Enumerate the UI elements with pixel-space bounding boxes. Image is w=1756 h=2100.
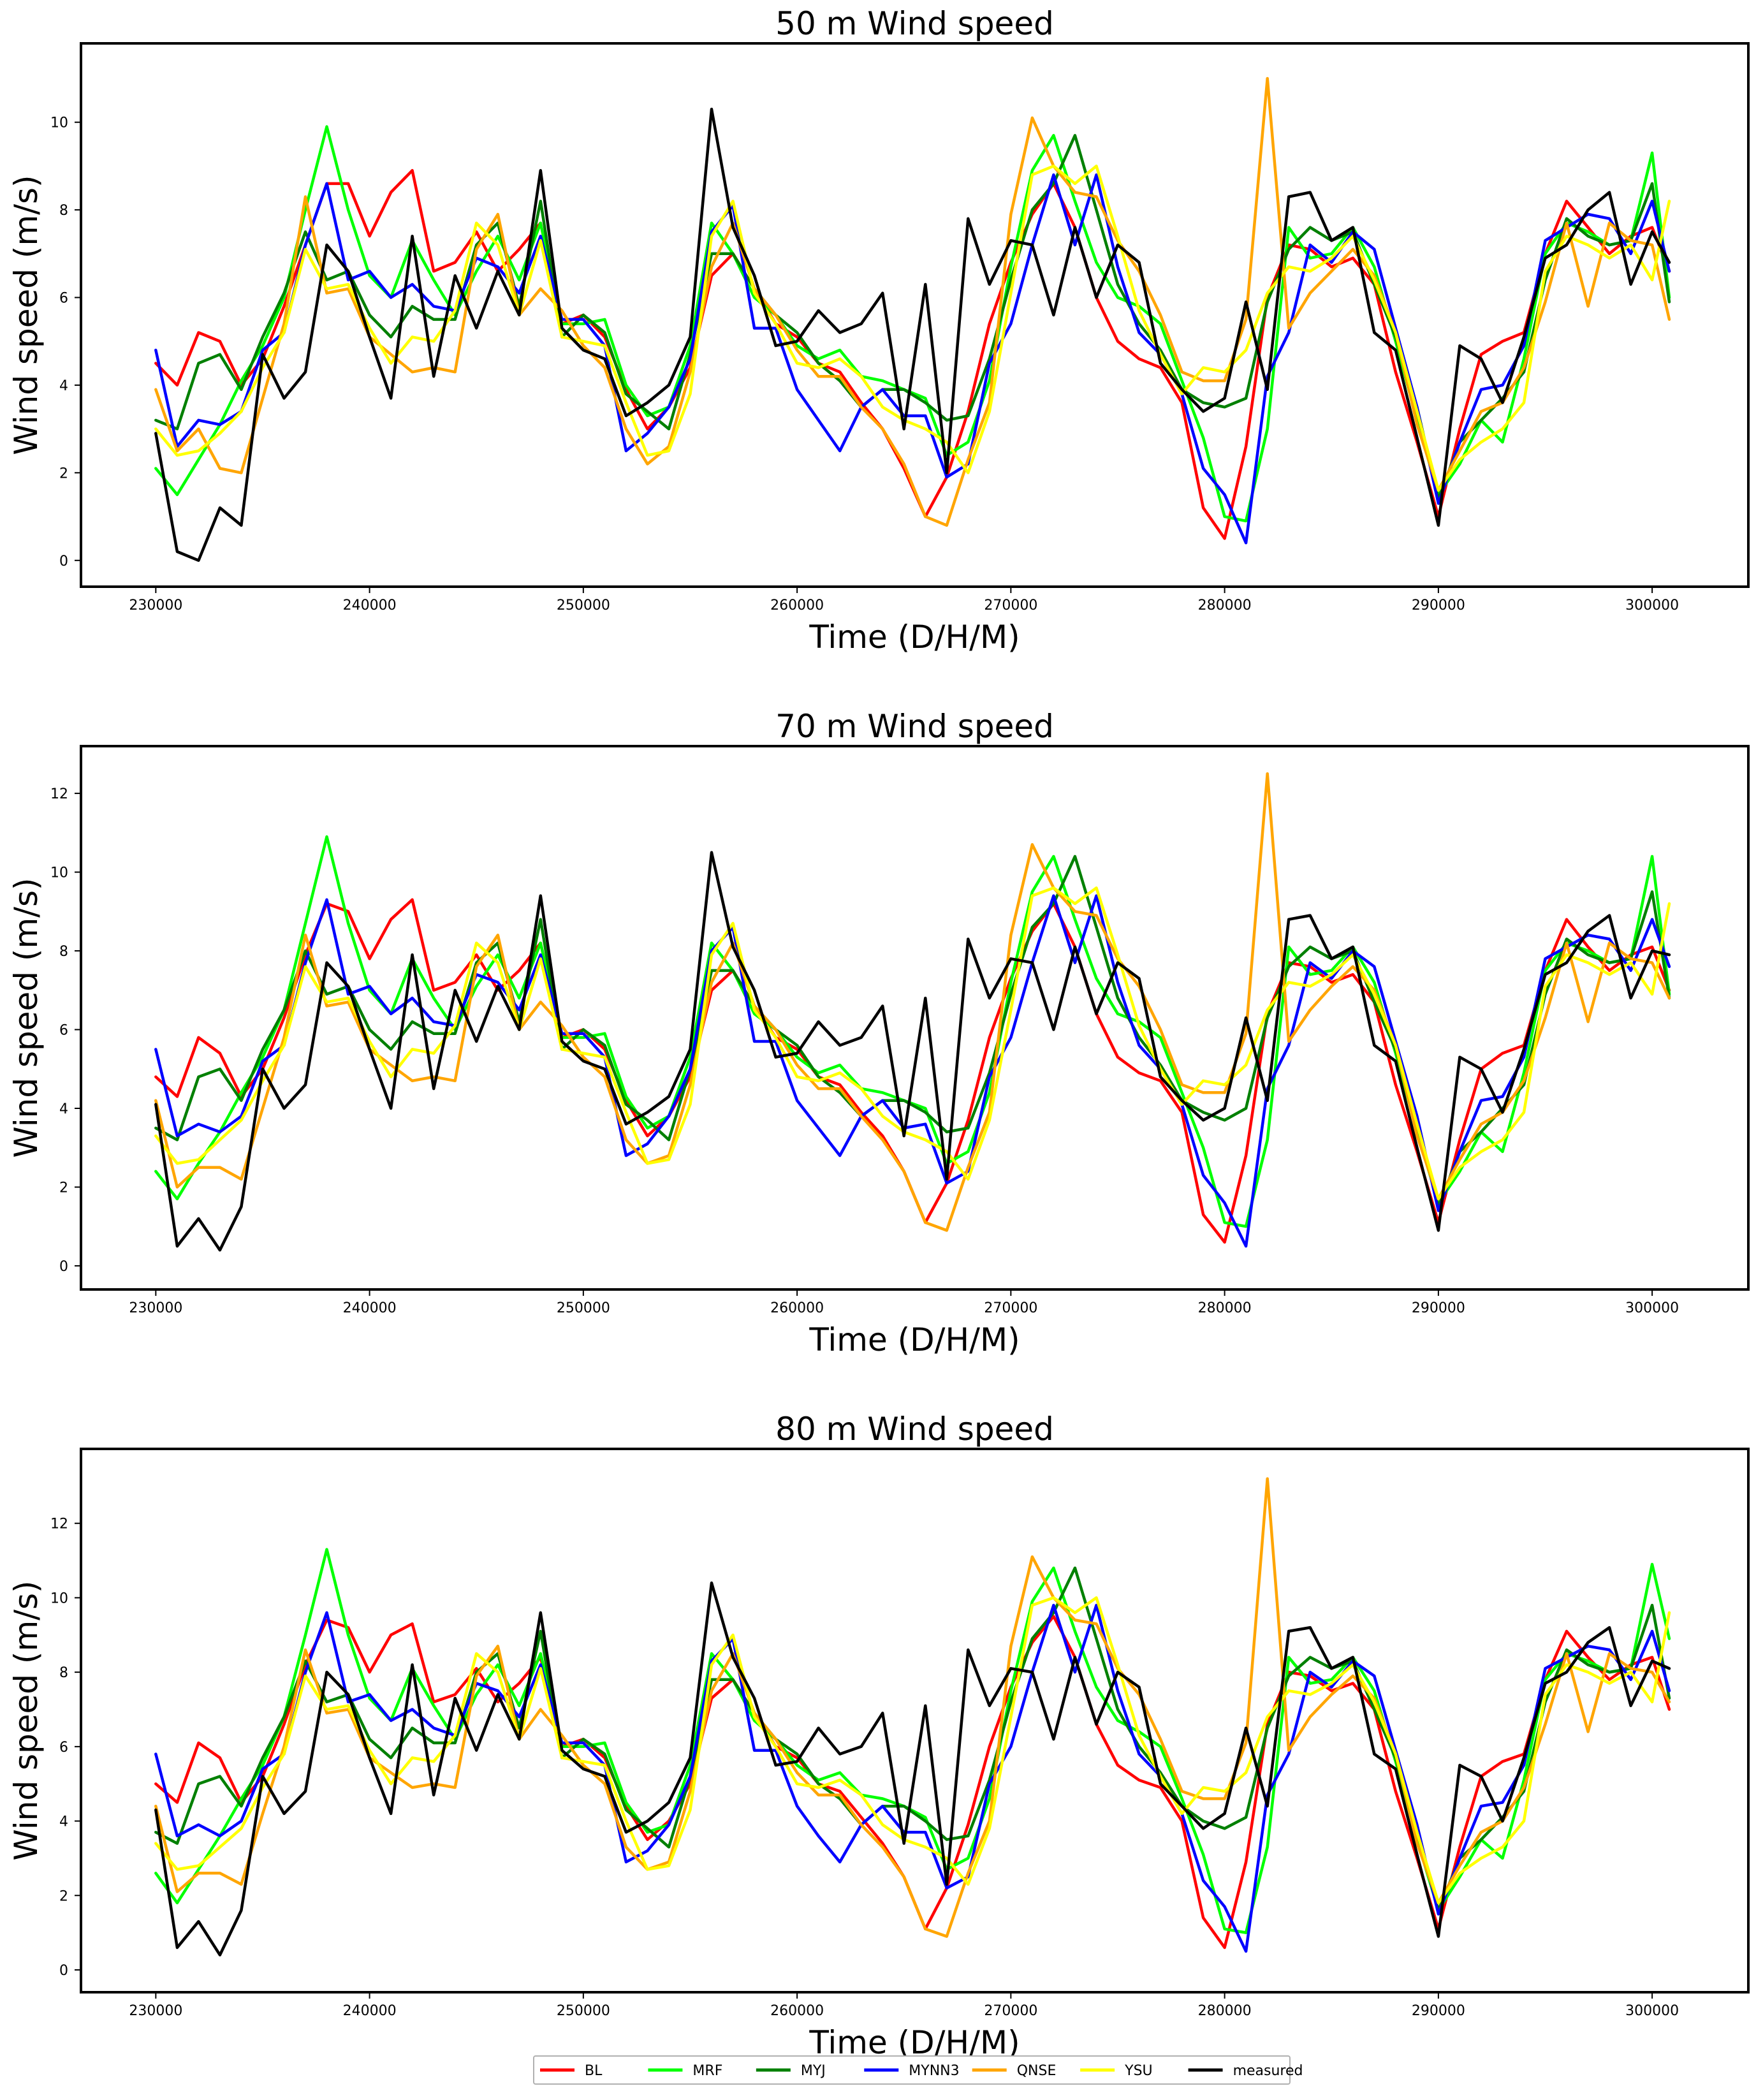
y-tick-label: 0 <box>59 1259 68 1275</box>
plot-frame <box>80 1448 1750 1994</box>
x-tick-label: 240000 <box>343 2003 397 2019</box>
series-line-qnse <box>154 1477 1671 1938</box>
x-tick-label: 260000 <box>770 1300 824 1316</box>
legend-label-myj: MYJ <box>801 2063 826 2079</box>
x-tick-label: 300000 <box>1625 2003 1679 2019</box>
x-tick-label: 270000 <box>984 2003 1037 2019</box>
x-tick-label: 250000 <box>557 2003 610 2019</box>
legend-label-mrf: MRF <box>692 2063 722 2079</box>
x-tick-label: 270000 <box>984 598 1037 613</box>
series-line-measured <box>154 851 1671 1252</box>
y-tick-label: 12 <box>50 786 68 802</box>
y-axis-label: Wind speed (m/s) <box>8 877 45 1157</box>
series-line-myj <box>154 855 1671 1208</box>
x-axis-label: Time (D/H/M) <box>808 2024 1020 2061</box>
y-tick-label: 4 <box>59 1814 68 1830</box>
series-line-qnse <box>154 772 1671 1232</box>
legend-label-mynn3: MYNN3 <box>909 2063 959 2079</box>
y-tick-label: 8 <box>59 944 68 960</box>
y-tick-label: 6 <box>59 291 68 307</box>
x-tick-label: 230000 <box>129 2003 182 2019</box>
chart-title: 50 m Wind speed <box>775 5 1054 42</box>
x-tick-label: 290000 <box>1412 2003 1465 2019</box>
series-line-mrf <box>154 1548 1671 1934</box>
x-tick-label: 240000 <box>343 1300 397 1316</box>
plot-frame <box>80 745 1750 1291</box>
series-line-ysu <box>154 886 1671 1201</box>
chart-70m: 70 m Wind speed 230000 240000 250000 260000 2… <box>8 708 1750 1358</box>
series-line-mrf <box>154 835 1671 1228</box>
series-line-measured <box>154 1581 1671 1957</box>
x-tick-label: 260000 <box>770 598 824 613</box>
x-tick-label: 290000 <box>1412 598 1465 613</box>
y-tick-label: 2 <box>59 1888 68 1904</box>
chart-title: 80 m Wind speed <box>775 1411 1054 1448</box>
x-tick-label: 250000 <box>557 598 610 613</box>
y-tick-label: 6 <box>59 1023 68 1039</box>
y-tick-label: 10 <box>50 1590 68 1606</box>
y-tick-label: 6 <box>59 1740 68 1756</box>
x-axis-label: Time (D/H/M) <box>808 619 1020 656</box>
x-tick-label: 280000 <box>1198 598 1252 613</box>
y-tick-label: 12 <box>50 1516 68 1532</box>
legend-label-bl: BL <box>585 2063 603 2079</box>
y-tick-label: 4 <box>59 378 68 394</box>
x-axis-label: Time (D/H/M) <box>808 1321 1020 1358</box>
y-tick-label: 4 <box>59 1101 68 1117</box>
y-tick-label: 8 <box>59 203 68 219</box>
legend-label-ysu: YSU <box>1124 2063 1153 2079</box>
y-axis-label: Wind speed (m/s) <box>8 1580 45 1860</box>
plot-frame <box>80 42 1750 588</box>
series-line-measured <box>154 107 1671 562</box>
chart-title: 70 m Wind speed <box>775 708 1054 745</box>
y-tick-label: 10 <box>50 115 68 131</box>
x-tick-label: 290000 <box>1412 1300 1465 1316</box>
x-tick-label: 270000 <box>984 1300 1037 1316</box>
legend-box <box>533 2055 1291 2085</box>
series-line-myj <box>154 134 1671 501</box>
y-axis-label: Wind speed (m/s) <box>8 175 45 455</box>
y-tick-label: 2 <box>59 466 68 481</box>
x-tick-label: 260000 <box>770 2003 824 2019</box>
chart-50m: 50 m Wind speed 230000 240000 250000 260000 2… <box>8 5 1750 656</box>
series-line-ysu <box>154 165 1671 492</box>
x-tick-label: 300000 <box>1625 598 1679 613</box>
legend: BL MRF MYJ MYNN3 QNSE YSU measured <box>533 2055 1303 2085</box>
x-tick-label: 250000 <box>557 1300 610 1316</box>
y-tick-label: 0 <box>59 1963 68 1979</box>
legend-label-measured: measured <box>1233 2063 1303 2079</box>
series-line-mrf <box>154 125 1671 523</box>
x-tick-label: 230000 <box>129 598 182 613</box>
legend-label-qnse: QNSE <box>1017 2063 1057 2079</box>
x-tick-label: 280000 <box>1198 2003 1252 2019</box>
x-tick-label: 230000 <box>129 1300 182 1316</box>
x-tick-label: 240000 <box>343 598 397 613</box>
y-tick-label: 8 <box>59 1665 68 1681</box>
chart-80m: 80 m Wind speed 230000 240000 250000 260000 2… <box>8 1411 1750 2061</box>
y-tick-label: 2 <box>59 1180 68 1196</box>
series-line-qnse <box>154 77 1671 527</box>
y-tick-label: 10 <box>50 865 68 881</box>
x-tick-label: 280000 <box>1198 1300 1252 1316</box>
series-line-ysu <box>154 1596 1671 1905</box>
y-tick-label: 0 <box>59 554 68 569</box>
x-tick-label: 300000 <box>1625 1300 1679 1316</box>
series-line-myj <box>154 1566 1671 1912</box>
